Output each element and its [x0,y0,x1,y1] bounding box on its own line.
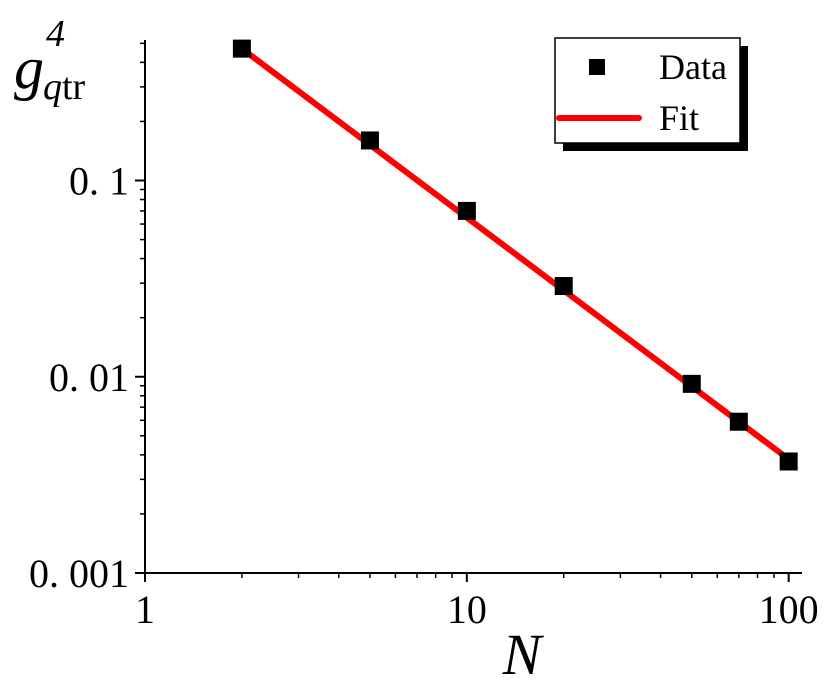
legend-data-marker [589,59,605,75]
y-axis-label-subscript-q: q [43,66,62,108]
data-point [683,375,701,393]
legend-label: Fit [659,98,699,138]
data-point [233,40,251,58]
y-tick-label: 0. 1 [69,159,129,204]
y-axis-label-subscript-tr: tr [62,66,86,108]
y-axis-label-base: g [14,35,44,101]
x-tick-label: 10 [447,587,487,632]
data-point [555,277,573,295]
x-axis-label: N [502,622,545,679]
data-point [361,131,379,149]
y-tick-label: 0. 001 [29,551,129,596]
legend: Data Fit [555,38,748,151]
y-tick-label: 0. 01 [49,355,129,400]
data-point [780,452,798,470]
y-axis-label: g4 qtr [14,13,86,108]
legend-label: Data [659,47,727,87]
x-tick-label: 100 [759,587,819,632]
x-tick-label: 1 [135,587,155,632]
data-point [458,202,476,220]
y-axis-label-superscript: 4 [46,13,65,55]
data-point [730,413,748,431]
